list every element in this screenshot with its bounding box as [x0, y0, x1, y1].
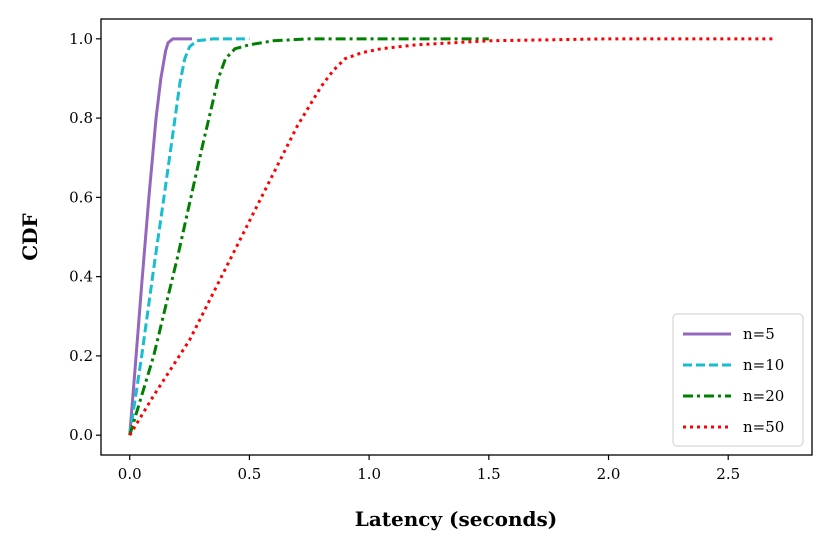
y-axis-label: CDF [18, 213, 42, 260]
legend: n=5 n=10 n=20 n=50 [672, 313, 804, 447]
y-tick-label: 0.4 [69, 268, 93, 286]
y-axis-ticks: 0.0 0.2 0.4 0.6 0.8 1.0 [69, 30, 101, 444]
y-tick-label: 0.8 [69, 109, 93, 127]
x-tick-label: 2.5 [716, 465, 740, 483]
series-line-n-5 [128, 37, 192, 436]
series-line-n-20 [128, 37, 489, 436]
legend-label: n=5 [743, 325, 775, 343]
x-tick-label: 0.0 [118, 465, 142, 483]
legend-label: n=10 [743, 356, 784, 374]
x-tick-label: 1.0 [357, 465, 381, 483]
series-line-n-10 [128, 37, 250, 436]
x-tick-label: 0.5 [237, 465, 261, 483]
x-tick-label: 2.0 [597, 465, 621, 483]
legend-box [672, 313, 804, 447]
y-tick-label: 0.2 [69, 347, 93, 365]
x-axis-ticks: 0.0 0.5 1.0 1.5 2.0 2.5 [118, 455, 740, 483]
y-tick-label: 0.0 [69, 426, 93, 444]
legend-label: n=50 [743, 418, 784, 436]
series-layer [128, 37, 777, 436]
y-tick-label: 1.0 [69, 30, 93, 48]
x-tick-label: 1.5 [477, 465, 501, 483]
legend-label: n=20 [743, 387, 784, 405]
y-tick-label: 0.6 [69, 188, 93, 206]
x-axis-label: Latency (seconds) [355, 507, 558, 531]
plot-frame [100, 18, 813, 456]
